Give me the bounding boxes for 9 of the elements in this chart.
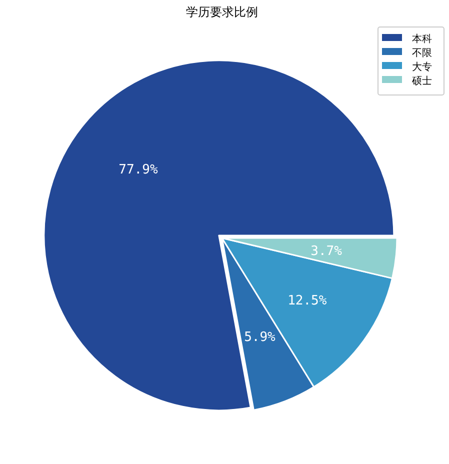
data-label: 77.9% xyxy=(118,162,158,178)
legend-label: 大专 xyxy=(412,61,432,73)
legend-label: 本科 xyxy=(412,33,432,45)
data-label: 12.5% xyxy=(288,293,327,308)
data-label: 3.7% xyxy=(310,244,342,260)
chart-title: 学历要求比例 xyxy=(186,5,258,19)
data-label: 5.9% xyxy=(244,330,276,345)
legend-label: 硕士 xyxy=(411,75,432,87)
legend-label: 不限 xyxy=(412,48,432,59)
